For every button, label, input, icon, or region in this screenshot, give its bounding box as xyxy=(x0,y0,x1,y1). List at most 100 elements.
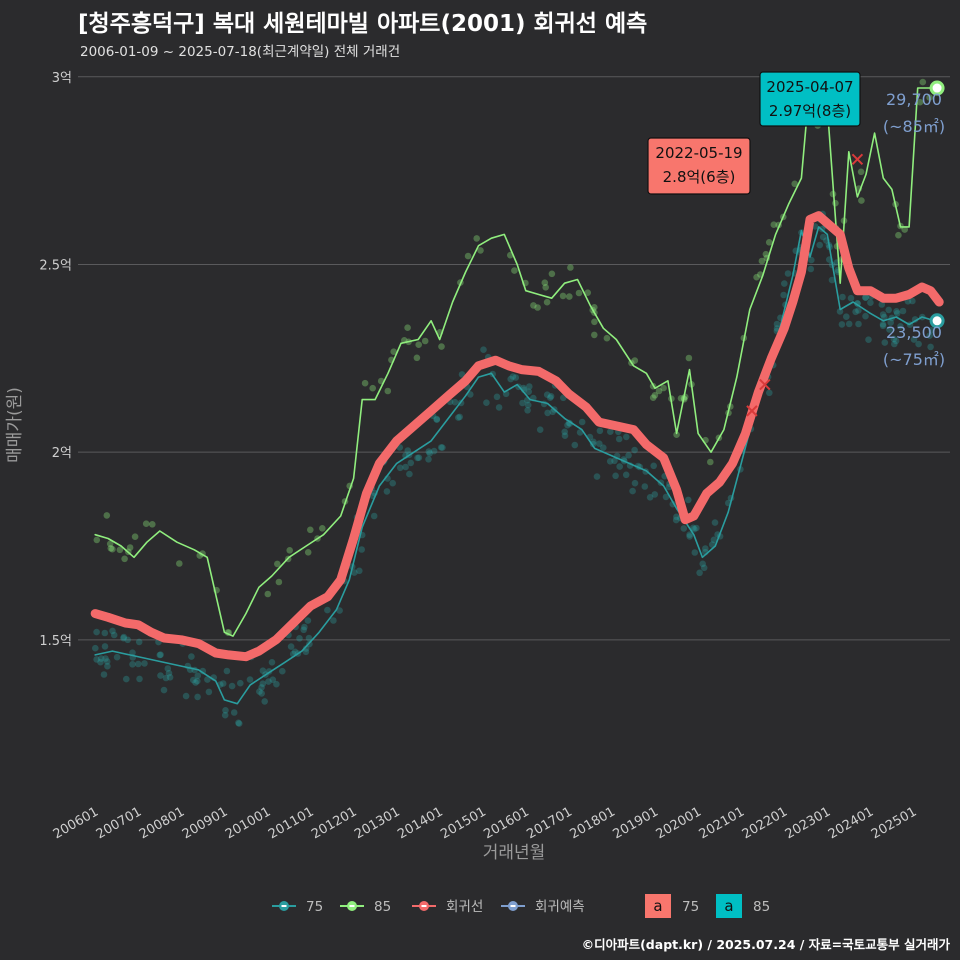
scatter-point-75 xyxy=(495,404,503,411)
scatter-point-75 xyxy=(773,320,781,328)
scatter-point-75 xyxy=(437,444,445,451)
scatter-point-75 xyxy=(880,313,888,321)
series-lines xyxy=(90,79,944,705)
scatter-point-75 xyxy=(862,294,869,301)
scatter-point-75 xyxy=(909,297,916,305)
scatter-point-85 xyxy=(116,546,124,554)
legend-key-glyph: a xyxy=(653,897,662,915)
scatter-point-75 xyxy=(685,496,692,504)
scatter-point-75 xyxy=(493,393,501,401)
scatter-point-75 xyxy=(430,447,438,455)
x-tick-label: 202401 xyxy=(826,804,876,842)
scatter-point-75 xyxy=(600,444,607,452)
x-tick-label: 200701 xyxy=(94,804,144,842)
x-axis-title: 거래년월 xyxy=(483,843,546,863)
scatter-point-75 xyxy=(458,371,466,378)
scatter-point-75 xyxy=(890,335,898,343)
scatter-point-75 xyxy=(305,634,313,642)
scatter-point-75 xyxy=(854,300,861,307)
scatter-point-75 xyxy=(351,569,358,576)
scatter-point-75 xyxy=(808,256,815,264)
scatter-point-75 xyxy=(622,471,630,479)
scatter-point-75 xyxy=(296,635,303,642)
scatter-point-75 xyxy=(356,567,363,575)
annotation-date: 2025-04-07 xyxy=(766,78,853,96)
chart-title: [청주흥덕구] 복대 세원테마빌 아파트(2001) 회귀선 예측 xyxy=(78,11,648,37)
scatter-point-75 xyxy=(519,399,526,407)
scatter-point-75 xyxy=(336,607,343,614)
scatter-point-75 xyxy=(304,617,312,624)
scatter-point-75 xyxy=(199,667,207,675)
scatter-point-75 xyxy=(330,617,337,624)
scatter-point-75 xyxy=(192,679,199,686)
scatter-point-75 xyxy=(893,310,901,317)
scatter-point-75 xyxy=(784,270,792,277)
x-tick-label: 201201 xyxy=(309,804,359,842)
scatter-point-75 xyxy=(120,634,127,642)
scatter-point-75 xyxy=(887,319,894,326)
scatter-point-75 xyxy=(190,676,197,684)
scatter-point-75 xyxy=(561,428,568,436)
scatter-point-75 xyxy=(892,337,900,345)
scatter-point-85 xyxy=(770,221,778,228)
scatter-point-75 xyxy=(565,419,573,427)
scatter-point-75 xyxy=(302,648,310,656)
scatter-point-75 xyxy=(673,513,680,521)
scatter-point-85 xyxy=(534,304,541,311)
scatter-point-75 xyxy=(578,418,586,426)
scatter-point-75 xyxy=(847,294,855,302)
x-tick-label: 202001 xyxy=(654,804,704,842)
legend-key-box xyxy=(716,894,742,918)
series-line-75 xyxy=(94,226,936,705)
legend-label: 회귀선 xyxy=(446,899,483,915)
scatter-point-85 xyxy=(660,384,667,392)
scatter-point-75 xyxy=(166,674,174,681)
scatter-point-85 xyxy=(762,250,770,258)
scatter-point-75 xyxy=(629,487,636,495)
scatter-point-85 xyxy=(655,387,663,395)
scatter-point-75 xyxy=(407,459,415,467)
scatter-point-85 xyxy=(274,560,281,568)
scatter-point-85 xyxy=(109,545,116,553)
scatter-point-75 xyxy=(879,321,887,328)
scatter-point-85 xyxy=(149,521,156,528)
scatter-point-85 xyxy=(857,168,865,176)
x-tick-label: 201101 xyxy=(266,804,316,842)
x-tick-labels: 2006012007012008012009012010012011012012… xyxy=(51,804,920,842)
scatter-point-75 xyxy=(259,680,267,687)
scatter-point-75 xyxy=(222,707,229,714)
scatter-point-75 xyxy=(414,454,421,462)
end-marker-85 xyxy=(929,80,945,96)
scatter-point-75 xyxy=(561,432,569,440)
scatter-point-75 xyxy=(160,686,168,694)
scatter-point-75 xyxy=(865,336,872,344)
scatter-point-75 xyxy=(425,456,432,463)
scatter-point-75 xyxy=(612,472,619,480)
x-tick-label: 201901 xyxy=(611,804,661,842)
scatter-point-85 xyxy=(103,512,111,519)
scatter-point-75 xyxy=(507,375,514,383)
scatter-point-75 xyxy=(156,651,164,659)
scatter-point-75 xyxy=(891,340,898,348)
scatter-point-75 xyxy=(103,658,111,665)
scatter-point-75 xyxy=(246,676,254,683)
scatter-point-75 xyxy=(686,531,693,538)
scatter-point-85 xyxy=(575,289,583,297)
annotation-value: 2.97억(8층) xyxy=(769,102,851,120)
scatter-point-85 xyxy=(464,252,472,260)
scatter-point-75 xyxy=(425,448,433,455)
scatter-point-75 xyxy=(136,675,143,683)
end-area-label: (~75㎡) xyxy=(883,350,945,369)
scatter-point-75 xyxy=(483,399,490,407)
legend-key-label: 75 xyxy=(682,899,699,915)
scatter-point-85 xyxy=(404,324,411,332)
scatter-point-85 xyxy=(584,289,591,297)
scatter-point-85 xyxy=(126,544,134,551)
scatter-point-75 xyxy=(879,322,887,330)
scatter-point-75 xyxy=(524,407,531,414)
scatter-point-75 xyxy=(547,393,555,400)
scatter-point-75 xyxy=(862,312,869,320)
scatter-point-85 xyxy=(591,331,598,339)
scatter-point-85 xyxy=(832,199,839,207)
scatter-point-75 xyxy=(439,444,446,451)
